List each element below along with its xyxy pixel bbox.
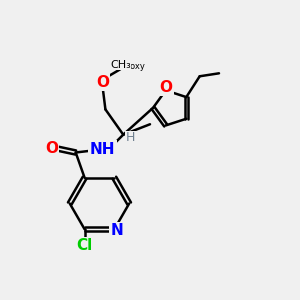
Text: O: O [45, 140, 58, 155]
Text: methoxy: methoxy [108, 62, 145, 71]
Text: H: H [126, 131, 135, 144]
Text: O: O [159, 80, 172, 95]
Text: NH: NH [90, 142, 115, 157]
Text: N: N [111, 223, 124, 238]
Text: O: O [96, 75, 109, 90]
Text: CH₃: CH₃ [110, 60, 131, 70]
Text: Cl: Cl [76, 238, 93, 253]
